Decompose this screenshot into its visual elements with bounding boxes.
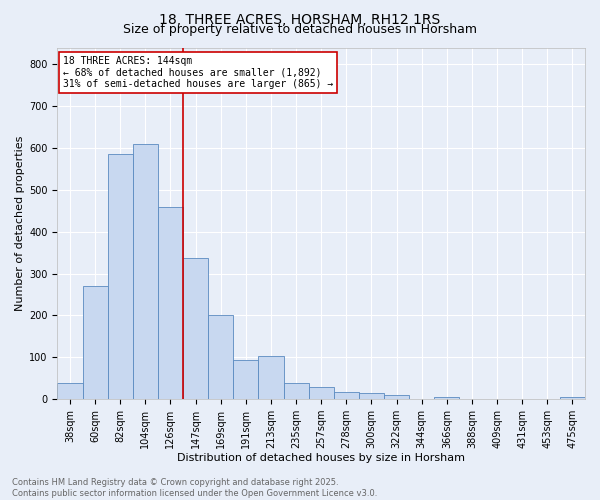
Y-axis label: Number of detached properties: Number of detached properties bbox=[15, 136, 25, 311]
Bar bbox=[133, 144, 158, 399]
Bar bbox=[284, 383, 308, 399]
Bar bbox=[359, 393, 384, 399]
Bar bbox=[58, 383, 83, 399]
Text: Contains HM Land Registry data © Crown copyright and database right 2025.
Contai: Contains HM Land Registry data © Crown c… bbox=[12, 478, 377, 498]
Bar bbox=[308, 386, 334, 399]
X-axis label: Distribution of detached houses by size in Horsham: Distribution of detached houses by size … bbox=[177, 452, 465, 462]
Bar bbox=[434, 397, 460, 399]
Text: 18, THREE ACRES, HORSHAM, RH12 1RS: 18, THREE ACRES, HORSHAM, RH12 1RS bbox=[160, 12, 440, 26]
Bar bbox=[384, 395, 409, 399]
Text: Size of property relative to detached houses in Horsham: Size of property relative to detached ho… bbox=[123, 22, 477, 36]
Bar bbox=[183, 258, 208, 399]
Bar bbox=[158, 206, 183, 399]
Bar bbox=[233, 360, 259, 399]
Bar bbox=[107, 154, 133, 399]
Bar bbox=[334, 392, 359, 399]
Text: 18 THREE ACRES: 144sqm
← 68% of detached houses are smaller (1,892)
31% of semi-: 18 THREE ACRES: 144sqm ← 68% of detached… bbox=[62, 56, 333, 90]
Bar bbox=[83, 286, 107, 399]
Bar bbox=[259, 356, 284, 399]
Bar bbox=[560, 397, 585, 399]
Bar bbox=[208, 316, 233, 399]
